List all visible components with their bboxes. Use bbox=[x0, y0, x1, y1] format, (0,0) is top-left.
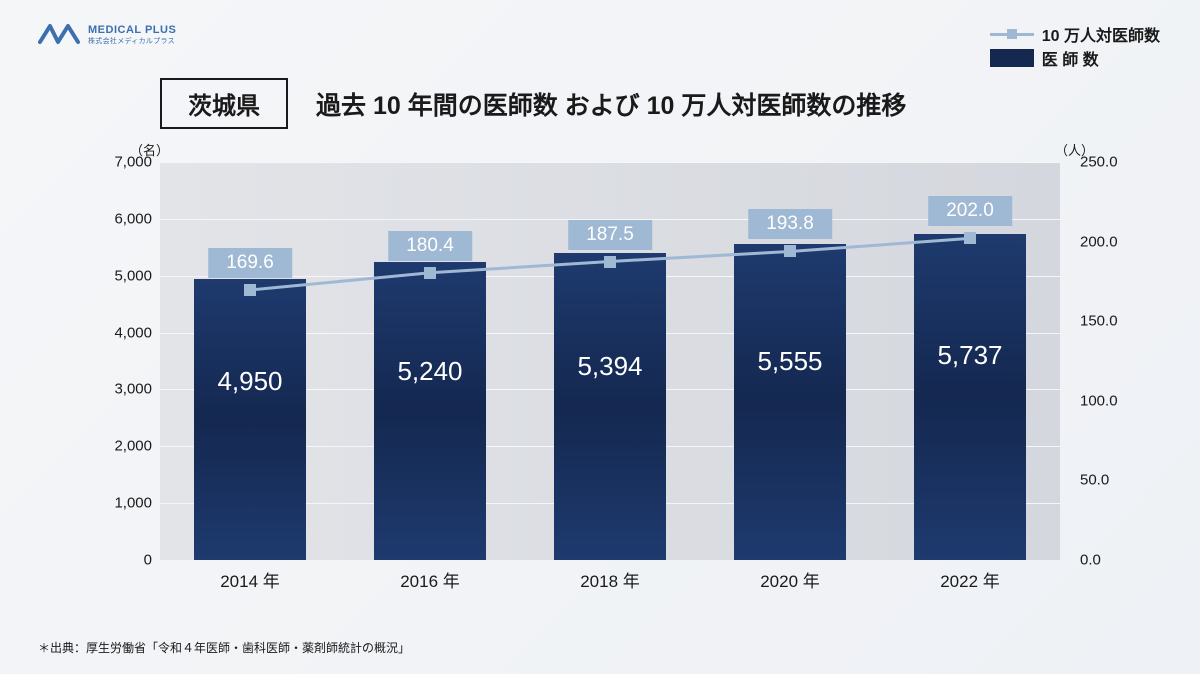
region-box: 茨城県 bbox=[160, 78, 288, 129]
y-right-tick: 250.0 bbox=[1080, 154, 1140, 171]
grid-line bbox=[160, 162, 1060, 163]
y-right-tick: 150.0 bbox=[1080, 313, 1140, 330]
y-left-tick: 2,000 bbox=[70, 438, 152, 455]
y-left-tick: 7,000 bbox=[70, 154, 152, 171]
chart-title: 過去 10 年間の医師数 および 10 万人対医師数の推移 bbox=[316, 86, 906, 122]
bar: 5,555 bbox=[734, 244, 846, 560]
logo-sub-text: 株式会社メディカルプラス bbox=[88, 36, 176, 46]
line-marker bbox=[784, 245, 796, 257]
chart-area: （名） （人） 4,9502014 年5,2402016 年5,3942018 … bbox=[70, 140, 1140, 600]
bar: 5,240 bbox=[374, 262, 486, 560]
y-right-tick: 50.0 bbox=[1080, 472, 1140, 489]
line-value-label: 169.6 bbox=[208, 248, 292, 278]
legend-line-label: 10 万人対医師数 bbox=[1042, 22, 1160, 46]
plot-area: 4,9502014 年5,2402016 年5,3942018 年5,55520… bbox=[160, 162, 1060, 560]
legend-line-item: 10 万人対医師数 bbox=[990, 22, 1160, 46]
y-right-tick: 0.0 bbox=[1080, 552, 1140, 569]
logo-mark-icon bbox=[38, 22, 82, 48]
legend-bar-item: 医 師 数 bbox=[990, 46, 1160, 70]
y-right-tick: 100.0 bbox=[1080, 392, 1140, 409]
bar: 4,950 bbox=[194, 279, 306, 560]
bar-value-label: 4,950 bbox=[217, 366, 282, 397]
y-left-tick: 4,000 bbox=[70, 324, 152, 341]
legend-line-swatch bbox=[990, 33, 1034, 36]
x-tick: 2018 年 bbox=[580, 567, 640, 592]
line-marker bbox=[604, 256, 616, 268]
source-footnote: ＊出典：厚生労働省「令和４年医師・歯科医師・薬剤師統計の概況」 bbox=[38, 639, 410, 656]
line-value-label: 187.5 bbox=[568, 220, 652, 250]
legend-bar-label: 医 師 数 bbox=[1042, 46, 1099, 70]
y-left-tick: 1,000 bbox=[70, 495, 152, 512]
brand-logo: MEDICAL PLUS 株式会社メディカルプラス bbox=[38, 22, 176, 48]
bar-value-label: 5,240 bbox=[397, 356, 462, 387]
y-left-tick: 6,000 bbox=[70, 210, 152, 227]
logo-brand-text: MEDICAL PLUS bbox=[88, 24, 176, 36]
bar-value-label: 5,555 bbox=[757, 346, 822, 377]
bar-value-label: 5,737 bbox=[937, 340, 1002, 371]
bar-value-label: 5,394 bbox=[577, 351, 642, 382]
y-left-tick: 5,000 bbox=[70, 267, 152, 284]
bar: 5,737 bbox=[914, 234, 1026, 560]
y-right-tick: 200.0 bbox=[1080, 233, 1140, 250]
line-marker bbox=[424, 267, 436, 279]
y-left-tick: 0 bbox=[70, 552, 152, 569]
line-marker bbox=[964, 232, 976, 244]
line-value-label: 193.8 bbox=[748, 209, 832, 239]
bar: 5,394 bbox=[554, 253, 666, 560]
line-value-label: 202.0 bbox=[928, 196, 1012, 226]
y-left-tick: 3,000 bbox=[70, 381, 152, 398]
line-value-label: 180.4 bbox=[388, 231, 472, 261]
title-row: 茨城県 過去 10 年間の医師数 および 10 万人対医師数の推移 bbox=[160, 78, 906, 129]
x-tick: 2016 年 bbox=[400, 567, 460, 592]
chart-legend: 10 万人対医師数 医 師 数 bbox=[990, 22, 1160, 70]
line-marker bbox=[244, 284, 256, 296]
legend-bar-swatch bbox=[990, 49, 1034, 67]
x-tick: 2022 年 bbox=[940, 567, 1000, 592]
x-tick: 2014 年 bbox=[220, 567, 280, 592]
x-tick: 2020 年 bbox=[760, 567, 820, 592]
